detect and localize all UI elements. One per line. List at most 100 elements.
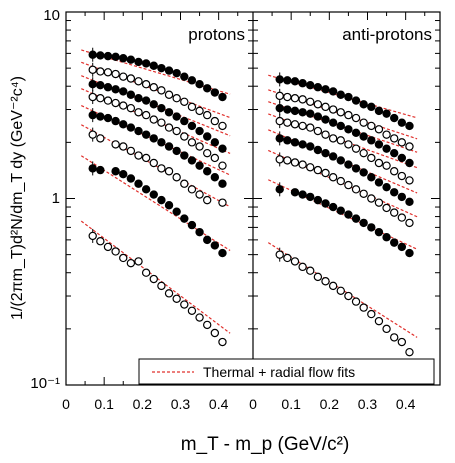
data-point-filled [172, 207, 181, 216]
data-point-open [321, 130, 330, 139]
data-point-filled [321, 85, 330, 94]
data-point-open [359, 118, 368, 127]
legend: Thermal + radial flow fits [138, 358, 435, 385]
data-point-open [313, 126, 323, 136]
data-point-filled [382, 144, 391, 153]
data-point-filled [195, 126, 204, 136]
data-point-open [88, 65, 97, 74]
data-point-open [351, 297, 361, 306]
data-point-open [149, 158, 158, 168]
data-point-filled [298, 108, 307, 117]
data-point-filled [390, 188, 399, 197]
data-point-filled [313, 83, 323, 92]
data-point-open [367, 309, 376, 319]
data-point-open [321, 102, 330, 112]
data-point-open [313, 272, 323, 282]
data-point-filled [275, 185, 284, 194]
data-point-filled [374, 227, 384, 237]
data-point-open [96, 237, 105, 246]
data-point-open [126, 103, 136, 113]
data-point-filled [359, 132, 368, 141]
data-point-filled [336, 90, 345, 99]
data-point-open [321, 277, 330, 286]
data-point-filled [180, 214, 189, 223]
data-point-filled [203, 235, 212, 245]
data-point-open [367, 121, 376, 131]
data-point-open [119, 142, 128, 151]
data-point-filled [313, 145, 323, 155]
data-point-filled [382, 109, 391, 118]
data-point-open [164, 90, 174, 99]
data-point-open [164, 289, 174, 298]
data-point-filled [96, 112, 105, 121]
data-point-filled [111, 116, 120, 126]
data-point-filled [390, 148, 399, 158]
data-point-filled [321, 115, 330, 124]
x-tick-label: 0.3 [171, 396, 191, 412]
data-point-filled [119, 169, 128, 179]
fit-line [80, 124, 231, 208]
data-point-open [187, 185, 197, 194]
data-point-open [367, 153, 376, 163]
data-point-filled [321, 148, 330, 158]
data-point-filled [351, 96, 361, 105]
data-point-open [298, 95, 307, 104]
data-point-filled [141, 59, 151, 68]
data-point-open [351, 144, 361, 153]
data-point-open [374, 316, 384, 326]
data-point-open [119, 72, 128, 81]
data-point-filled [313, 112, 323, 121]
data-point-filled [141, 185, 151, 194]
data-point-filled [203, 167, 212, 176]
x-tick-label: 0.4 [396, 396, 416, 412]
data-point-open [336, 108, 345, 117]
data-point-open [88, 92, 97, 102]
data-point-filled [218, 179, 227, 188]
data-point-filled [96, 51, 105, 60]
data-point-open [88, 231, 97, 241]
x-tick-label: 0.1 [94, 396, 114, 412]
data-point-filled [359, 100, 368, 109]
data-point-filled [96, 165, 105, 175]
data-point-filled [172, 68, 181, 78]
data-point-open [275, 155, 284, 164]
data-point-filled [134, 179, 143, 188]
data-point-filled [283, 136, 292, 145]
data-point-filled [290, 77, 300, 86]
data-point-open [405, 347, 414, 357]
data-point-filled [218, 144, 227, 153]
data-point-filled [405, 248, 414, 258]
y-axis-label: 1/(2πm_T)d²N/dm_T dy (GeV⁻²c⁴) [9, 76, 26, 320]
data-point-filled [103, 113, 113, 123]
data-point-open [313, 165, 323, 175]
data-point-filled [195, 161, 204, 170]
data-point-filled [187, 121, 197, 131]
data-point-filled [119, 120, 128, 129]
data-point-open [344, 180, 353, 190]
data-point-filled [180, 151, 189, 160]
data-point-filled [275, 103, 284, 113]
data-point-open [397, 138, 407, 147]
data-point-filled [203, 132, 212, 141]
data-point-open [126, 258, 136, 268]
data-point-open [405, 218, 414, 228]
data-point-open [149, 115, 158, 124]
data-point-open [382, 130, 391, 139]
data-point-open [203, 320, 212, 330]
data-point-open [405, 176, 414, 185]
data-point-open [187, 102, 197, 112]
data-point-filled [103, 51, 113, 61]
data-point-filled [149, 134, 158, 143]
data-point-open [382, 203, 391, 213]
data-point-open [141, 80, 151, 89]
data-point-open [119, 253, 128, 263]
data-point-open [390, 333, 399, 342]
data-point-filled [180, 116, 189, 126]
data-point-open [157, 118, 166, 127]
data-point-filled [180, 72, 189, 81]
data-point-open [111, 247, 120, 256]
data-point-open [126, 146, 136, 156]
data-point-open [283, 118, 292, 127]
data-point-open [111, 140, 120, 149]
